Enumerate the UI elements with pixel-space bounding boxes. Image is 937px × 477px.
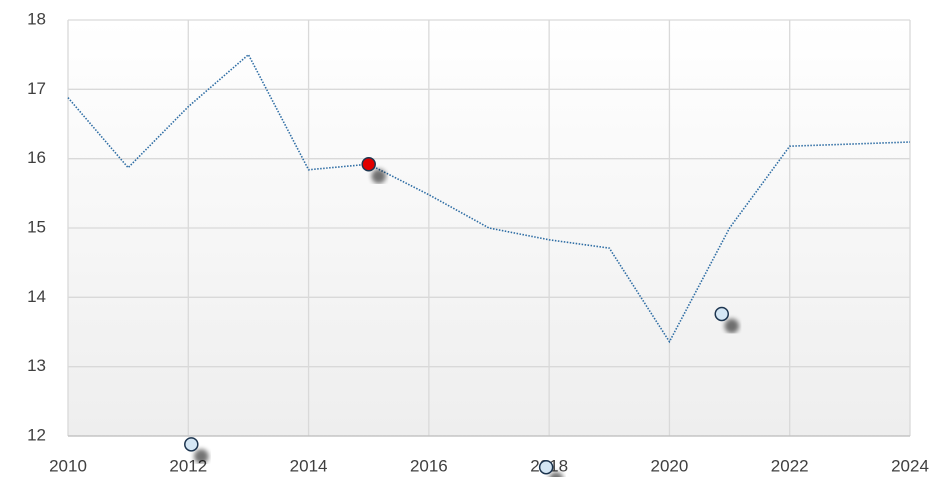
x-tick-label: 2014 [290, 456, 328, 475]
x-tick-label: 2012 [169, 456, 207, 475]
marker [184, 437, 199, 452]
y-tick-label: 13 [27, 356, 46, 375]
y-tick-label: 16 [27, 148, 46, 167]
x-tick-label: 2016 [410, 456, 448, 475]
y-tick-label: 17 [27, 79, 46, 98]
y-tick-label: 15 [27, 217, 46, 236]
x-tick-label: 2022 [771, 456, 809, 475]
x-tick-label: 2020 [651, 456, 689, 475]
y-tick-label: 14 [27, 287, 46, 306]
y-tick-label: 12 [27, 425, 46, 444]
marker [361, 156, 376, 172]
x-tick-label: 2024 [891, 456, 929, 475]
x-tick-label: 2010 [49, 456, 87, 475]
line-series [67, 53, 911, 344]
marker [714, 306, 730, 322]
y-tick-label: 18 [27, 9, 46, 28]
marker [538, 459, 554, 475]
